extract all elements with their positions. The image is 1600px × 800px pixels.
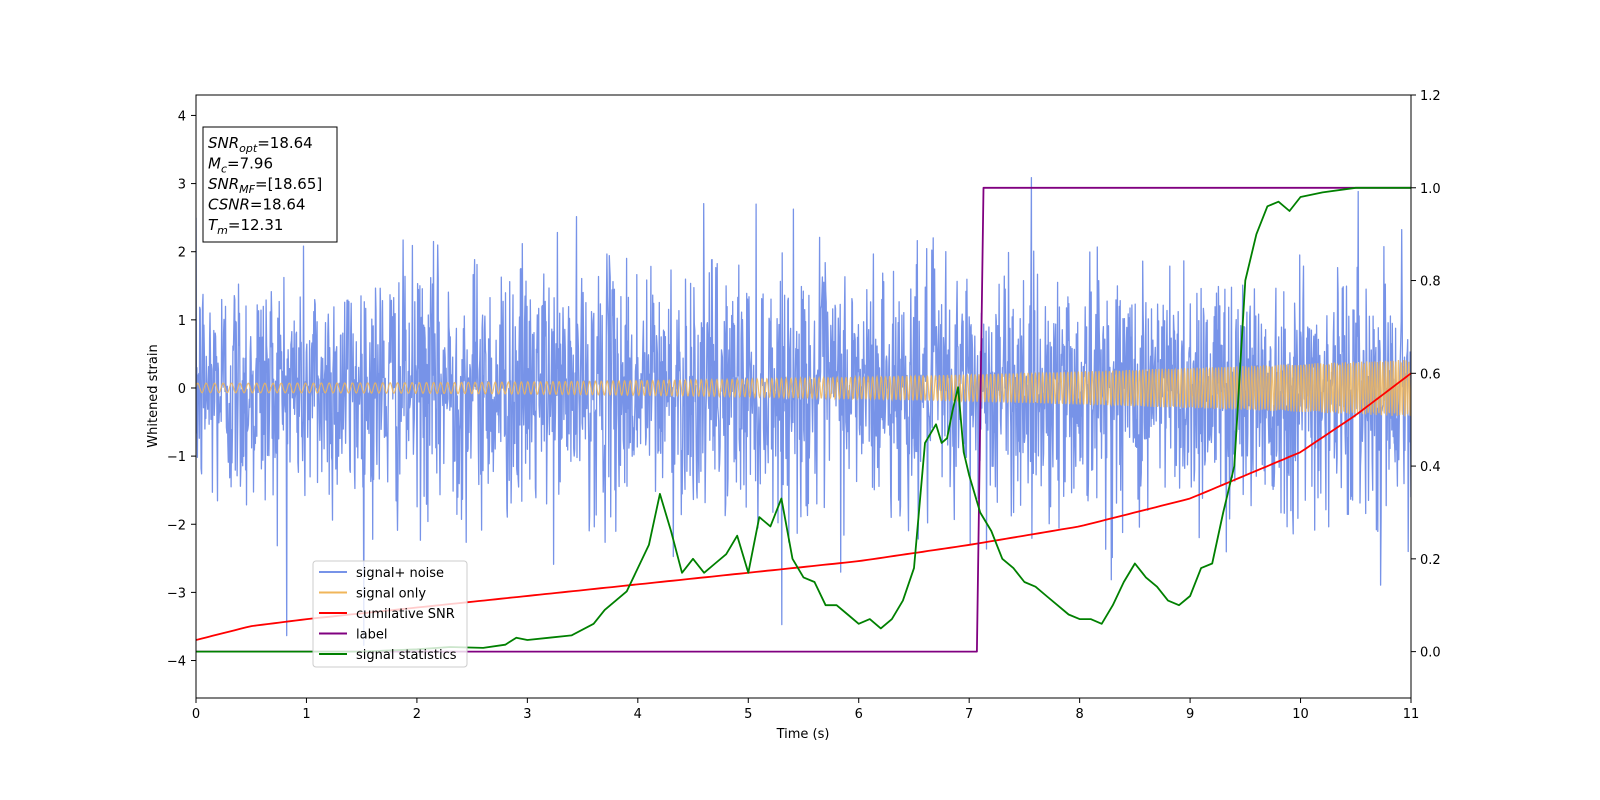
x-tick-label: 2: [413, 707, 421, 722]
x-tick-label: 8: [1075, 707, 1083, 722]
y-tick-label-left: −3: [167, 586, 186, 601]
y-tick-label-left: 4: [178, 109, 186, 124]
legend: signal+ noise signal only cumilative SNR la…: [312, 560, 468, 668]
series-label: [196, 186, 1411, 653]
y-tick-label-right: 1.0: [1420, 182, 1441, 197]
info-line: Mc=7.96: [208, 155, 273, 176]
y-tick-label-left: 3: [178, 178, 186, 193]
info-line: SNRMF=[18.65]: [208, 175, 322, 196]
legend-label: label: [356, 628, 387, 643]
info-line: SNRopt=18.64: [208, 134, 313, 155]
info-box: SNRopt=18.64Mc=7.96SNRMF=[18.65]CSNR=18.…: [202, 126, 338, 243]
x-tick-label: 9: [1186, 707, 1194, 722]
y-tick-label-left: −4: [167, 655, 186, 670]
y-tick-label-right: 0.8: [1420, 275, 1441, 290]
x-axis-label: Time (s): [776, 727, 830, 742]
y-tick-label-right: 0.0: [1420, 646, 1441, 661]
ticks-layer: 0 1 2 3 4 5 6 7 8 9 10 11 −4 −3 −2 −1 0 1 2 3 4 0.0 0.2 0.4 0.6 0…: [167, 89, 1441, 722]
legend-frame: [312, 560, 468, 668]
x-tick-label: 7: [965, 707, 973, 722]
y-tick-label-right: 0.2: [1420, 553, 1441, 568]
y-tick-label-left: 0: [178, 382, 186, 397]
info-line: CSNR=18.64: [208, 196, 305, 214]
series-signal-statistics: [196, 186, 1411, 653]
y-axis-label: Whitened strain: [146, 344, 161, 447]
y-tick-label-left: 1: [178, 314, 186, 329]
x-tick-label: 5: [744, 707, 752, 722]
y-tick-label-left: 2: [178, 246, 186, 261]
series-signal-only: [196, 359, 1411, 417]
x-tick-label: 3: [523, 707, 531, 722]
x-tick-label: 1: [302, 707, 310, 722]
x-tick-label: 11: [1403, 707, 1420, 722]
legend-label: cumilative SNR: [356, 607, 455, 622]
info-line: Tm=12.31: [208, 216, 283, 237]
info-box-frame: [202, 126, 338, 243]
x-tick-label: 10: [1292, 707, 1309, 722]
legend-label: signal only: [356, 587, 426, 602]
legend-label: signal+ noise: [356, 566, 444, 581]
y-tick-label-right: 0.6: [1420, 367, 1441, 382]
x-tick-label: 6: [855, 707, 863, 722]
plot-frame: [195, 94, 1412, 699]
y-tick-label-right: 1.2: [1420, 89, 1441, 104]
y-tick-label-left: −1: [167, 450, 186, 465]
y-tick-label-left: −2: [167, 518, 186, 533]
y-tick-label-right: 0.4: [1420, 460, 1441, 475]
x-tick-label: 0: [192, 707, 200, 722]
legend-label: signal statistics: [356, 648, 457, 663]
x-tick-label: 4: [634, 707, 642, 722]
